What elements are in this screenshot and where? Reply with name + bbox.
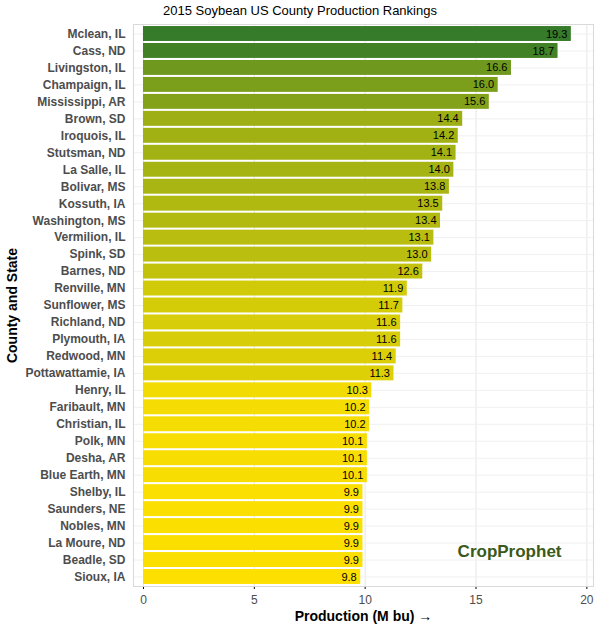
svg-text:13.5: 13.5 (417, 197, 438, 209)
svg-text:13.4: 13.4 (415, 214, 436, 226)
svg-text:0: 0 (140, 593, 147, 607)
svg-text:10.2: 10.2 (344, 401, 365, 413)
svg-text:9.9: 9.9 (344, 520, 359, 532)
svg-text:Vermilion, IL: Vermilion, IL (54, 230, 125, 244)
svg-text:Barnes, ND: Barnes, ND (61, 264, 126, 278)
svg-text:Polk, MN: Polk, MN (75, 434, 126, 448)
svg-text:11.6: 11.6 (376, 333, 397, 345)
svg-text:Washington, MS: Washington, MS (33, 213, 126, 227)
svg-text:Blue Earth, MN: Blue Earth, MN (40, 468, 125, 482)
svg-text:Saunders, NE: Saunders, NE (47, 502, 125, 516)
svg-text:11.3: 11.3 (369, 367, 390, 379)
svg-text:18.7: 18.7 (533, 44, 554, 56)
svg-text:9.9: 9.9 (344, 554, 359, 566)
svg-text:Shelby, IL: Shelby, IL (70, 485, 126, 499)
svg-text:Champaign, IL: Champaign, IL (43, 78, 126, 92)
svg-text:Henry, IL: Henry, IL (75, 383, 125, 397)
svg-text:Sunflower, MS: Sunflower, MS (43, 298, 125, 312)
svg-text:Cass, ND: Cass, ND (73, 44, 126, 58)
svg-text:10.1: 10.1 (342, 435, 363, 447)
svg-text:13.8: 13.8 (424, 180, 445, 192)
svg-text:Kossuth, IA: Kossuth, IA (59, 197, 126, 211)
svg-text:11.7: 11.7 (378, 299, 399, 311)
svg-text:9.9: 9.9 (344, 503, 359, 515)
svg-text:9.9: 9.9 (344, 486, 359, 498)
svg-text:11.9: 11.9 (383, 282, 404, 294)
svg-text:14.1: 14.1 (431, 146, 452, 158)
svg-text:Mclean, IL: Mclean, IL (67, 27, 125, 41)
svg-text:Production (M bu) →: Production (M bu) → (295, 608, 433, 624)
svg-text:14.0: 14.0 (428, 163, 449, 175)
svg-text:Christian, IL: Christian, IL (56, 417, 125, 431)
svg-text:Beadle, SD: Beadle, SD (63, 553, 126, 567)
svg-text:Faribault, MN: Faribault, MN (49, 400, 125, 414)
svg-text:Sioux, IA: Sioux, IA (74, 570, 126, 584)
svg-text:13.0: 13.0 (406, 248, 427, 260)
svg-text:Brown, SD: Brown, SD (65, 112, 126, 126)
svg-text:14.2: 14.2 (433, 129, 454, 141)
svg-text:Spink, SD: Spink, SD (69, 247, 125, 261)
svg-text:La Moure, ND: La Moure, ND (48, 536, 126, 550)
svg-text:10.2: 10.2 (344, 418, 365, 430)
svg-text:15.6: 15.6 (464, 95, 485, 107)
svg-text:Livingston, IL: Livingston, IL (48, 61, 126, 75)
svg-text:9.9: 9.9 (344, 537, 359, 549)
svg-text:9.8: 9.8 (341, 571, 356, 583)
svg-text:Desha, AR: Desha, AR (66, 451, 126, 465)
svg-text:Stutsman, ND: Stutsman, ND (47, 146, 126, 160)
svg-text:16.0: 16.0 (473, 78, 494, 90)
svg-text:Bolivar, MS: Bolivar, MS (61, 180, 126, 194)
html-text:2015 Soybean US County Product: 2015 Soybean US County Production Rankin… (163, 3, 437, 18)
svg-text:12.6: 12.6 (397, 265, 418, 277)
svg-text:11.6: 11.6 (376, 316, 397, 328)
svg-text:14.4: 14.4 (437, 112, 458, 124)
svg-text:19.3: 19.3 (546, 28, 567, 40)
svg-text:Richland, ND: Richland, ND (51, 315, 126, 329)
svg-text:15: 15 (469, 593, 483, 607)
svg-text:20: 20 (580, 593, 594, 607)
svg-text:Mississippi, AR: Mississippi, AR (37, 95, 126, 109)
svg-text:10.1: 10.1 (342, 452, 363, 464)
svg-text:Plymouth, IA: Plymouth, IA (52, 332, 126, 346)
svg-text:5: 5 (251, 593, 258, 607)
svg-text:Iroquois, IL: Iroquois, IL (61, 129, 126, 143)
svg-text:13.1: 13.1 (408, 231, 429, 243)
svg-text:Nobles, MN: Nobles, MN (60, 519, 125, 533)
svg-text:La Salle, IL: La Salle, IL (63, 163, 126, 177)
svg-text:County and State: County and State (4, 248, 20, 363)
svg-text:11.4: 11.4 (372, 350, 393, 362)
svg-text:16.6: 16.6 (486, 61, 507, 73)
svg-text:CropProphet: CropProphet (458, 542, 562, 561)
svg-text:10.3: 10.3 (346, 384, 367, 396)
svg-text:Pottawattamie, IA: Pottawattamie, IA (25, 366, 125, 380)
svg-text:10.1: 10.1 (342, 469, 363, 481)
svg-text:Redwood, MN: Redwood, MN (46, 349, 125, 363)
svg-text:10: 10 (358, 593, 372, 607)
svg-text:Renville, MN: Renville, MN (54, 281, 125, 295)
